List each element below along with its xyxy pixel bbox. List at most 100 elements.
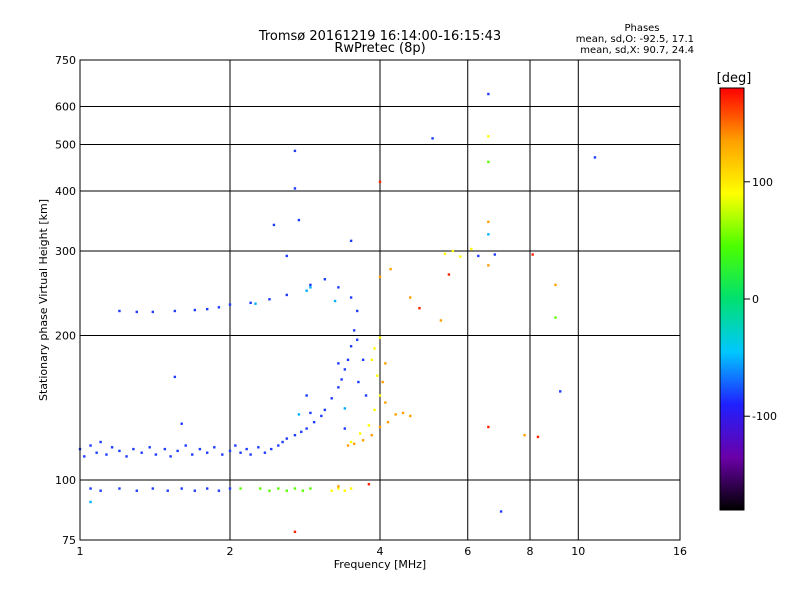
data-point xyxy=(305,427,308,430)
y-tick-label: 300 xyxy=(55,245,76,258)
data-point xyxy=(343,489,347,492)
data-point xyxy=(593,156,597,159)
data-point xyxy=(451,249,455,253)
data-point xyxy=(221,453,224,456)
data-point xyxy=(357,380,360,384)
y-tick-label: 500 xyxy=(55,139,76,152)
data-point xyxy=(373,408,376,412)
data-point xyxy=(487,92,490,96)
data-point xyxy=(293,187,297,190)
data-point xyxy=(249,301,252,305)
colorbar xyxy=(719,87,745,511)
colorbar-tick-label: 0 xyxy=(752,293,759,306)
data-point xyxy=(352,329,356,332)
data-point xyxy=(343,427,347,430)
data-point xyxy=(198,447,202,451)
data-point xyxy=(99,440,102,444)
data-point xyxy=(320,414,323,418)
data-point xyxy=(487,220,490,224)
data-point xyxy=(352,442,356,445)
data-point xyxy=(370,433,373,437)
data-point xyxy=(99,489,102,492)
data-point xyxy=(499,510,503,513)
x-tick-label: 4 xyxy=(377,545,384,558)
data-point xyxy=(213,446,216,449)
data-point xyxy=(135,310,138,314)
data-point xyxy=(343,368,347,371)
data-point xyxy=(217,306,221,309)
data-point xyxy=(431,137,434,140)
data-point xyxy=(447,273,451,276)
data-point xyxy=(151,310,155,314)
data-point xyxy=(285,489,288,492)
data-point xyxy=(373,347,376,350)
x-tick-label: 16 xyxy=(673,545,687,558)
data-point xyxy=(384,401,387,404)
data-point xyxy=(459,255,462,258)
data-point xyxy=(531,253,534,256)
x-axis-label: Frequency [MHz] xyxy=(334,558,426,571)
data-point xyxy=(281,440,284,444)
data-point xyxy=(154,453,158,456)
data-point xyxy=(364,394,368,397)
data-point xyxy=(361,439,365,442)
data-point xyxy=(309,487,312,490)
data-point xyxy=(554,283,557,287)
data-point xyxy=(205,451,209,454)
data-point xyxy=(173,375,177,379)
data-point xyxy=(132,447,135,451)
data-point xyxy=(361,358,365,362)
data-point xyxy=(358,432,362,435)
data-point xyxy=(245,447,248,451)
data-point xyxy=(554,316,557,319)
data-point xyxy=(349,440,353,444)
data-point xyxy=(355,338,359,341)
data-point xyxy=(89,444,92,447)
data-point xyxy=(340,378,343,381)
data-point xyxy=(323,408,327,412)
y-tick-label: 200 xyxy=(55,330,76,343)
data-point xyxy=(205,307,209,311)
colorbar-label: [deg] xyxy=(717,71,752,86)
colorbar-ticks: 100 0 -100 xyxy=(744,176,777,423)
data-point xyxy=(228,303,232,306)
x-tick-labels: 1 2 4 6 8 10 16 xyxy=(77,545,688,558)
x-tick-label: 6 xyxy=(464,545,471,558)
data-point xyxy=(389,267,392,271)
x-tick-label: 1 xyxy=(77,545,84,558)
data-point xyxy=(349,345,353,348)
y-tick-label: 750 xyxy=(55,54,76,67)
data-point xyxy=(381,380,384,384)
data-point xyxy=(378,425,382,429)
data-point xyxy=(89,500,92,504)
data-point xyxy=(378,394,382,397)
data-point xyxy=(285,293,288,297)
data-point xyxy=(523,433,526,437)
data-point xyxy=(173,309,177,313)
data-point xyxy=(166,489,169,492)
data-point xyxy=(346,444,350,447)
data-point xyxy=(293,433,297,437)
data-point xyxy=(254,302,257,305)
data-point xyxy=(228,487,232,490)
data-point xyxy=(418,307,421,310)
data-point xyxy=(217,489,221,492)
data-point xyxy=(293,530,297,534)
data-point xyxy=(409,296,412,299)
y-tick-label: 75 xyxy=(62,534,76,547)
data-point xyxy=(493,253,497,256)
data-point xyxy=(300,430,303,434)
data-point xyxy=(285,254,288,258)
data-point xyxy=(163,447,167,451)
data-point xyxy=(184,444,187,447)
data-point xyxy=(337,362,340,365)
phases-line-x: mean, sd,X: 90.7, 24.4 xyxy=(580,45,694,56)
data-point xyxy=(239,451,242,454)
data-point xyxy=(228,449,232,453)
plot-frame xyxy=(79,59,681,541)
data-point xyxy=(176,449,179,453)
data-point xyxy=(259,487,262,490)
data-point xyxy=(346,358,350,362)
data-point xyxy=(470,247,473,251)
data-point xyxy=(487,135,490,138)
